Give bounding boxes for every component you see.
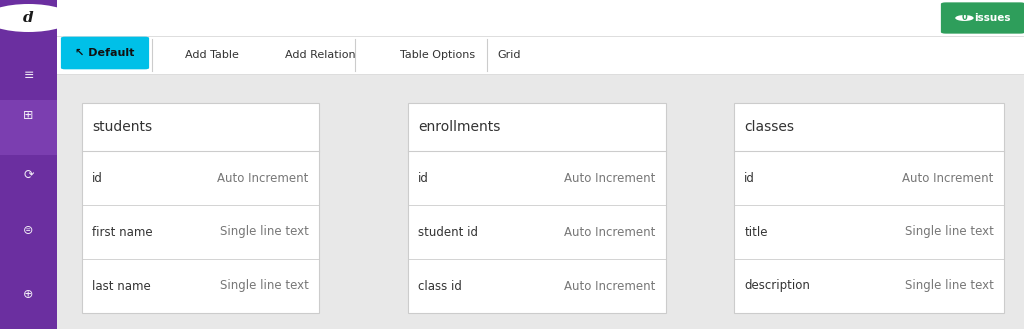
- FancyBboxPatch shape: [82, 103, 319, 313]
- Text: Single line text: Single line text: [220, 280, 309, 292]
- Text: Add Table: Add Table: [185, 50, 239, 60]
- Text: id: id: [92, 171, 103, 185]
- Text: Auto Increment: Auto Increment: [902, 171, 993, 185]
- Text: class id: class id: [418, 280, 462, 292]
- Circle shape: [955, 15, 974, 21]
- Text: ⊞: ⊞: [24, 109, 34, 121]
- Text: student id: student id: [418, 225, 478, 239]
- FancyBboxPatch shape: [60, 37, 150, 69]
- Text: first name: first name: [92, 225, 153, 239]
- Text: id: id: [744, 171, 755, 185]
- Text: enrollments: enrollments: [418, 120, 501, 134]
- Text: Auto Increment: Auto Increment: [564, 171, 655, 185]
- Circle shape: [0, 4, 72, 32]
- FancyBboxPatch shape: [734, 103, 1004, 313]
- Text: classes: classes: [744, 120, 795, 134]
- FancyBboxPatch shape: [57, 36, 1024, 74]
- Text: Auto Increment: Auto Increment: [217, 171, 309, 185]
- Text: Grid: Grid: [497, 50, 520, 60]
- Text: students: students: [92, 120, 153, 134]
- Text: Add Relation: Add Relation: [285, 50, 355, 60]
- Text: Single line text: Single line text: [905, 225, 993, 239]
- FancyBboxPatch shape: [0, 100, 57, 155]
- Text: ⊕: ⊕: [24, 289, 34, 301]
- Text: ↖ Default: ↖ Default: [76, 48, 135, 58]
- Text: d: d: [24, 11, 34, 25]
- FancyBboxPatch shape: [0, 0, 57, 329]
- FancyBboxPatch shape: [57, 74, 1024, 329]
- Text: description: description: [744, 280, 810, 292]
- FancyBboxPatch shape: [941, 2, 1024, 34]
- Text: issues: issues: [974, 13, 1010, 23]
- Text: 0: 0: [962, 13, 968, 22]
- Text: Auto Increment: Auto Increment: [564, 280, 655, 292]
- FancyBboxPatch shape: [57, 0, 1024, 36]
- Text: Single line text: Single line text: [905, 280, 993, 292]
- Text: ⊜: ⊜: [24, 223, 34, 237]
- Text: title: title: [744, 225, 768, 239]
- Text: Auto Increment: Auto Increment: [564, 225, 655, 239]
- Text: ≡: ≡: [24, 68, 34, 82]
- FancyBboxPatch shape: [408, 103, 666, 313]
- Text: Table Options: Table Options: [400, 50, 475, 60]
- Text: Single line text: Single line text: [220, 225, 309, 239]
- Text: ⟳: ⟳: [24, 168, 34, 182]
- Text: last name: last name: [92, 280, 151, 292]
- Text: id: id: [418, 171, 429, 185]
